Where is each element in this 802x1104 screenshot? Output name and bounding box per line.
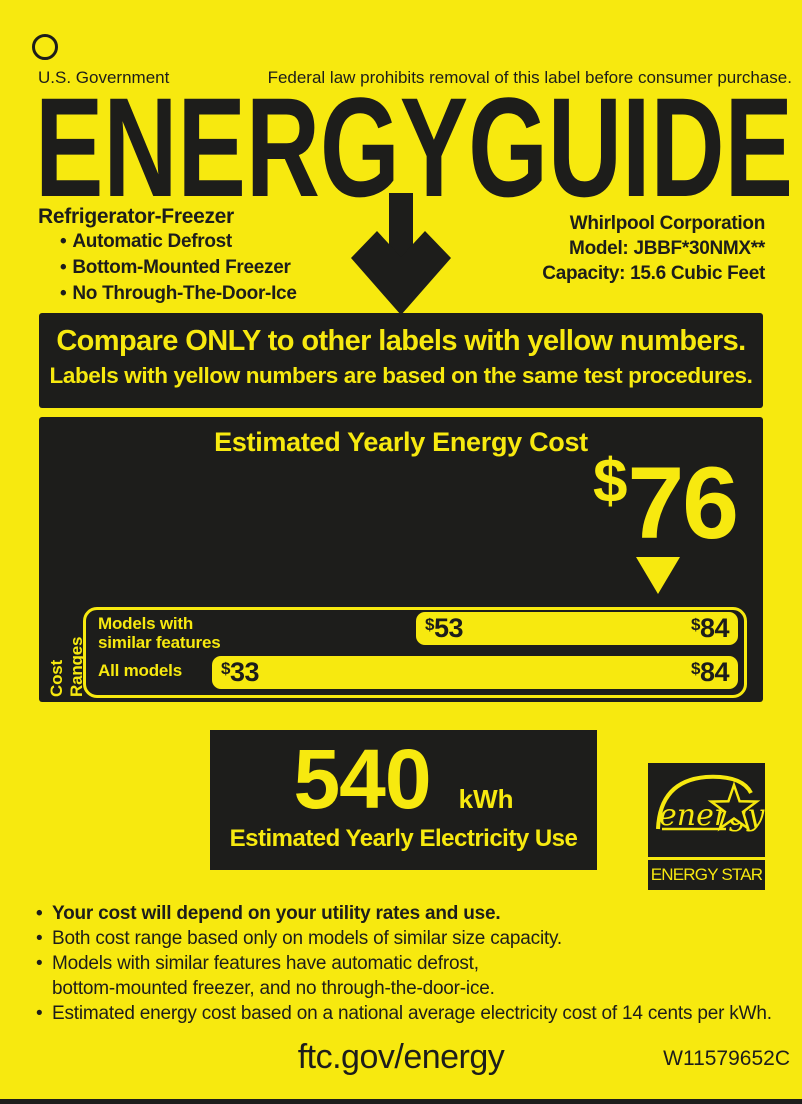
cost-marker-triangle-icon (636, 557, 680, 594)
cost-ranges-box: Models with similar features $53 $84 All… (83, 607, 747, 698)
manufacturer-name: Whirlpool Corporation (569, 213, 766, 234)
range-min-value: $33 (221, 657, 260, 687)
electricity-use-row: 540 kWh (210, 732, 597, 826)
product-feature: • Bottom-Mounted Freezer (60, 257, 291, 278)
compare-banner-line2: Labels with yellow numbers are based on … (49, 363, 753, 388)
energy-star-caption: ENERGY STAR (650, 865, 763, 884)
product-feature: • Automatic Defrost (60, 231, 232, 252)
electricity-use-box: 540 kWh Estimated Yearly Electricity Use (210, 730, 597, 870)
energy-star-divider (648, 857, 765, 860)
note-line: • Both cost range based only on models of… (36, 928, 563, 949)
note-line-continuation: bottom-mounted freezer, and no through-t… (52, 978, 495, 999)
product-feature: • No Through-The-Door-Ice (60, 283, 297, 304)
energyguide-logo: ENERGYGUIDE (35, 93, 795, 200)
bullet-icon: • (36, 928, 43, 949)
note-line: • Your cost will depend on your utility r… (36, 903, 501, 924)
yearly-cost-value: $76 (593, 446, 739, 560)
range-min-value: $53 (425, 613, 464, 643)
product-description: Refrigerator-Freezer • Automatic Defrost … (38, 205, 297, 307)
punch-hole-circle (32, 34, 58, 60)
currency-symbol: $ (425, 615, 434, 634)
cost-box-title: Estimated Yearly Energy Cost (214, 427, 588, 457)
currency-symbol: $ (593, 447, 628, 516)
compare-banner: Compare ONLY to other labels with yellow… (39, 313, 763, 408)
similar-models-row-label: Models with similar features (98, 614, 221, 652)
document-number: W11579652C (663, 1047, 790, 1070)
currency-symbol: $ (690, 615, 700, 634)
range-max-value: $84 (690, 613, 730, 643)
bullet-icon: • (60, 283, 67, 304)
bullet-icon: • (36, 1003, 43, 1024)
similar-models-range-bar: $53 $84 (416, 612, 738, 645)
down-arrow-icon (345, 193, 460, 318)
energy-star-logo: energy ENERGY STAR (648, 763, 765, 890)
manufacturer-info: Whirlpool Corporation Model: JBBF*30NMX*… (542, 211, 765, 286)
energyguide-logo-text: ENERGYGUIDE (35, 93, 793, 200)
us-government-text: U.S. Government (38, 68, 170, 87)
kwh-value: 540 (293, 732, 431, 826)
federal-law-notice: Federal law prohibits removal of this la… (267, 68, 792, 87)
all-models-range-bar: $33 $84 (212, 656, 738, 689)
note-line: • Estimated energy cost based on a nation… (36, 1003, 772, 1024)
model-number: Model: JBBF*30NMX** (569, 238, 765, 259)
currency-symbol: $ (690, 659, 700, 678)
kwh-unit: kWh (458, 784, 514, 814)
bullet-icon: • (36, 903, 43, 924)
ftc-url: ftc.gov/energy (297, 1038, 505, 1076)
electricity-use-caption: Estimated Yearly Electricity Use (229, 825, 578, 852)
currency-symbol: $ (221, 659, 230, 678)
all-models-row-label: All models (98, 661, 182, 680)
range-max-value: $84 (690, 657, 730, 687)
bullet-icon: • (60, 231, 67, 252)
energy-star-art-icon: energy (656, 774, 765, 833)
capacity: Capacity: 15.6 Cubic Feet (542, 263, 765, 284)
product-type: Refrigerator-Freezer (38, 205, 234, 228)
compare-banner-line1: Compare ONLY to other labels with yellow… (56, 325, 746, 357)
bullet-icon: • (60, 257, 67, 278)
footnotes: • Your cost will depend on your utility r… (36, 901, 781, 1026)
estimated-cost-box: Estimated Yearly Energy Cost $76 Cost Ra… (39, 417, 763, 702)
cost-ranges-axis-label: Cost Ranges (47, 636, 86, 697)
bottom-edge-bar (0, 1099, 802, 1104)
bullet-icon: • (36, 953, 43, 974)
note-line: • Models with similar features have autom… (36, 953, 479, 974)
